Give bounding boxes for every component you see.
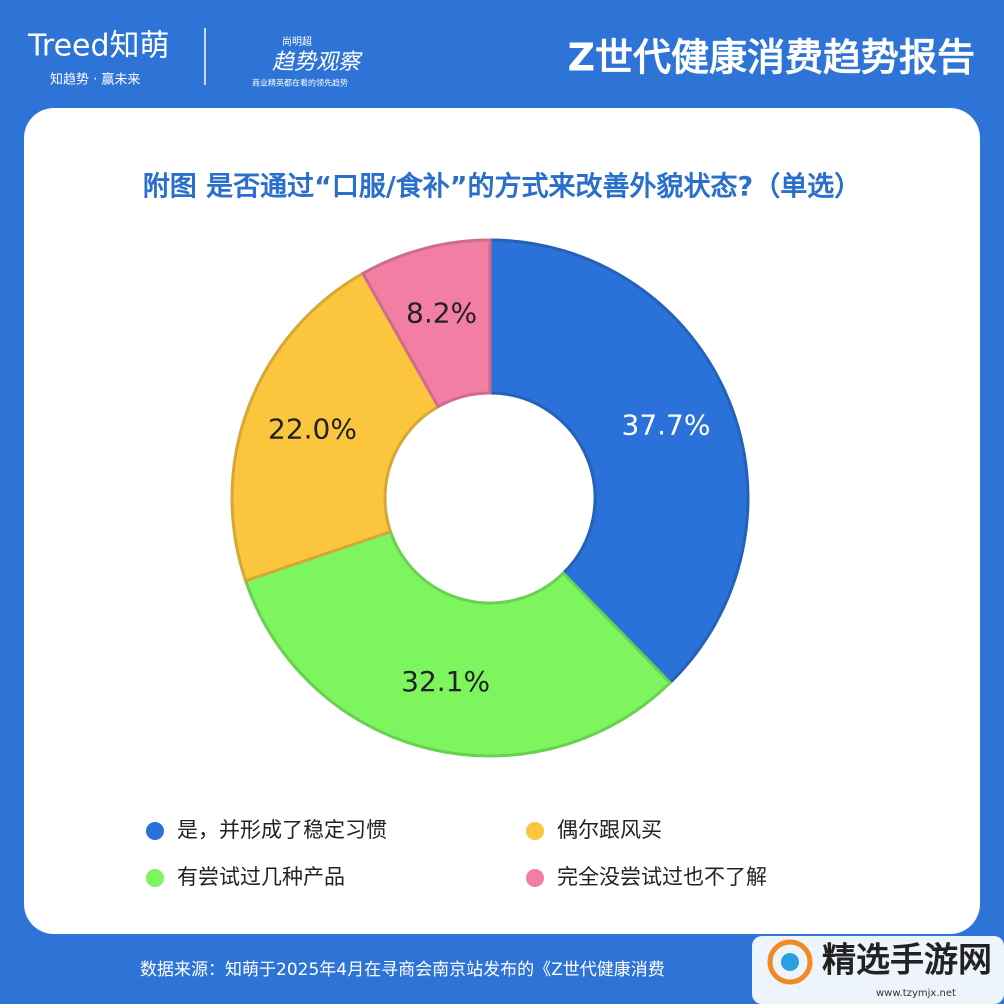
value-label: 22.0%	[268, 412, 357, 445]
brand-small: 尚明超	[282, 35, 312, 48]
watermark-box	[752, 936, 1004, 1004]
watermark-icon-dot	[781, 953, 799, 971]
legend-swatch	[526, 869, 544, 887]
slice	[488, 238, 750, 685]
legend-label: 偶尔跟风买	[557, 818, 662, 842]
value-label: 37.7%	[622, 408, 711, 441]
slice	[243, 529, 673, 758]
legend-swatch	[146, 822, 164, 840]
legend-label: 完全没尝试过也不了解	[557, 865, 767, 889]
watermark-url: www.tzymjx.net	[876, 988, 956, 999]
chart-title: 附图 是否通过“口服/食补”的方式来改善外貌状态?（单选）	[143, 171, 861, 203]
value-label: 32.1%	[401, 665, 490, 698]
legend-label: 是，并形成了稳定习惯	[177, 818, 387, 842]
value-label: 8.2%	[406, 296, 477, 329]
legend-swatch	[146, 869, 164, 887]
source: 数据来源：知萌于2025年4月在寻商会南京站发布的《Z世代健康消费	[140, 960, 665, 980]
brand: 趋势观察	[272, 50, 363, 75]
slice	[360, 238, 492, 409]
legend-label: 有尝试过几种产品	[177, 865, 345, 889]
watermark-name: 精选手游网	[822, 941, 992, 981]
legend-swatch	[526, 822, 544, 840]
card	[24, 108, 980, 934]
logo: Treed知萌	[27, 29, 170, 64]
header-title: Z世代健康消费趋势报告	[567, 36, 975, 80]
slice	[230, 271, 441, 583]
watermark-icon	[767, 939, 813, 985]
brand-tagline: 商业精英都在看的领先趋势	[252, 78, 348, 88]
slogan: 知趋势 · 赢未来	[50, 72, 140, 88]
